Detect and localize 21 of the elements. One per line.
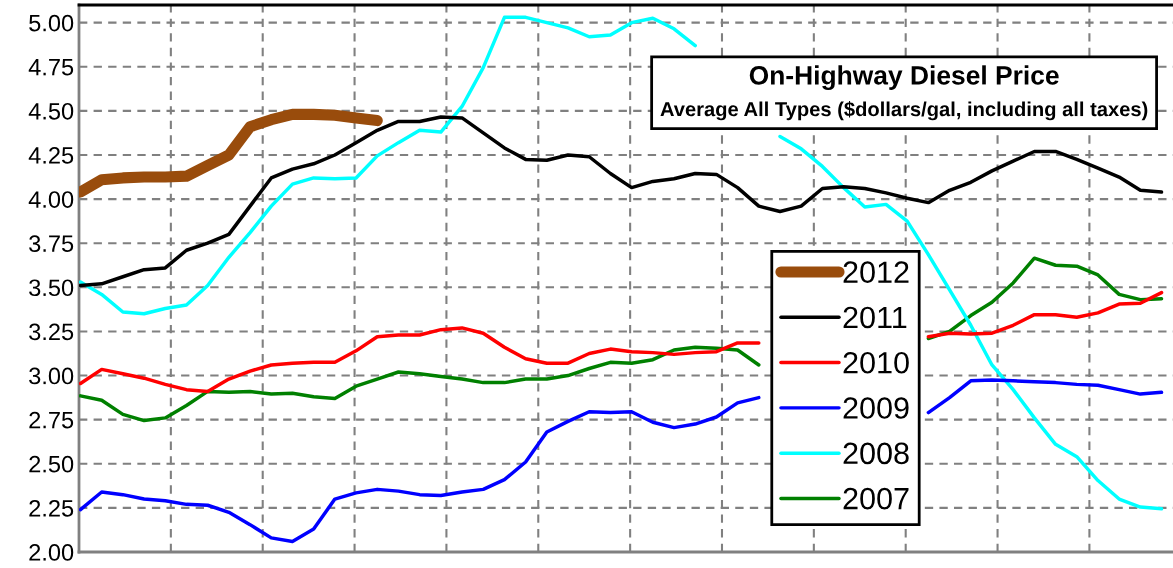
legend-label: 2008: [843, 442, 909, 465]
y-tick-label: 4.50: [28, 102, 74, 120]
y-tick-label: 2.75: [29, 411, 74, 429]
legend-label: 2010: [843, 351, 909, 374]
y-tick-label: 2.25: [29, 499, 74, 517]
y-tick-label: 3.00: [29, 367, 74, 385]
legend-label: 2009: [843, 397, 909, 419]
y-tick-label: 3.75: [29, 235, 74, 252]
text: On-Highway Diesel Price: [749, 65, 1059, 91]
legend-label: 2011: [843, 306, 907, 329]
y-tick-label: 4.00: [28, 191, 74, 208]
y-tick-label: 4.25: [28, 147, 74, 164]
legend-label: 2007: [843, 487, 909, 510]
y-tick-label: 5.00: [29, 14, 74, 32]
legend-label: 2012: [843, 261, 909, 283]
y-tick-label: 3.50: [29, 279, 74, 297]
y-tick-label: 2.50: [29, 455, 74, 473]
y-tick-label: 4.75: [28, 59, 74, 76]
text: Average All Types ($dollars/gal, including all taxes): [660, 101, 1148, 121]
y-tick-label: 2.00: [29, 544, 74, 561]
y-tick-label: 3.25: [29, 323, 74, 341]
